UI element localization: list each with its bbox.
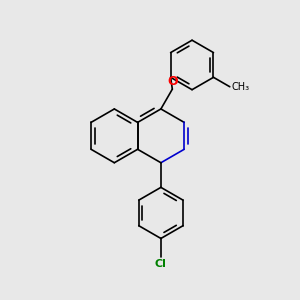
Text: Cl: Cl: [155, 260, 167, 269]
Text: O: O: [167, 75, 178, 88]
Text: CH₃: CH₃: [231, 82, 249, 92]
